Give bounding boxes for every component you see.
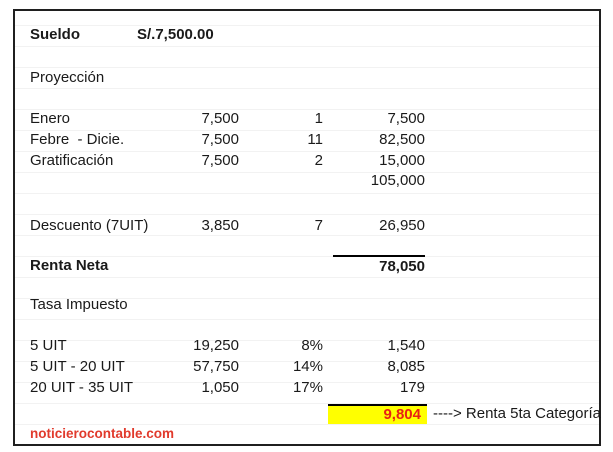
enero-base: 7,500 (201, 110, 239, 127)
tasa-title: Tasa Impuesto (30, 296, 128, 313)
tramo-2-rate: 14% (292, 358, 323, 375)
tramo-2-base: 57,750 (193, 358, 239, 375)
row-tramo-1: 5 UIT 19,250 8% 1,540 (15, 335, 599, 356)
row-resultado: 9,804 ----> Renta 5ta Categoría (15, 404, 601, 424)
watermark-site-name: noticierocontable.com (30, 426, 175, 441)
tramo-3-rate: 17% (292, 379, 323, 396)
proyeccion-total-amount: 105,000 (370, 172, 425, 189)
sueldo-label: Sueldo (30, 26, 81, 43)
tramo-1-base: 19,250 (193, 337, 239, 354)
row-proyeccion-title: Proyección (15, 67, 599, 88)
enero-qty: 1 (314, 110, 323, 127)
resultado-highlight-cell: 9,804 (328, 404, 427, 424)
tramo-1-rate: 8% (301, 337, 323, 354)
enero-label: Enero (30, 110, 71, 127)
tramo-3-base: 1,050 (201, 379, 239, 396)
tramo-3-label: 20 UIT - 35 UIT (30, 379, 134, 396)
row-tramo-2: 5 UIT - 20 UIT 57,750 14% 8,085 (15, 356, 599, 377)
row-watermark: noticierocontable.com (15, 423, 599, 444)
row-enero: Enero 7,500 1 7,500 (15, 108, 599, 129)
renta-neta-amount: 78,050 (333, 255, 425, 276)
proyeccion-title: Proyección (30, 69, 105, 86)
descuento-label: Descuento (7UIT) (30, 217, 149, 234)
descuento-base: 3,850 (201, 217, 239, 234)
febre-amount: 82,500 (379, 131, 425, 148)
febre-qty: 11 (307, 131, 323, 148)
row-sueldo: Sueldo S/.7,500.00 (15, 24, 599, 45)
tramo-3-amount: 179 (399, 379, 425, 396)
gratificacion-qty: 2 (314, 152, 323, 169)
gratificacion-label: Gratificación (30, 152, 114, 169)
febre-base: 7,500 (201, 131, 239, 148)
tramo-2-label: 5 UIT - 20 UIT (30, 358, 125, 375)
febre-label: Febre - Dicie. (30, 131, 125, 148)
tax-worksheet: Sueldo S/.7,500.00 Proyección Enero 7,50… (13, 9, 601, 446)
row-descuento: Descuento (7UIT) 3,850 7 26,950 (15, 215, 599, 236)
row-tasa-title: Tasa Impuesto (15, 294, 599, 315)
renta-neta-label: Renta Neta (30, 257, 109, 274)
gratificacion-amount: 15,000 (379, 152, 425, 169)
row-tramo-3: 20 UIT - 35 UIT 1,050 17% 179 (15, 377, 599, 398)
sueldo-value: S/.7,500.00 (137, 26, 214, 43)
tramo-1-label: 5 UIT (30, 337, 67, 354)
tramo-2-amount: 8,085 (387, 358, 425, 375)
descuento-qty: 7 (314, 217, 323, 234)
descuento-amount: 26,950 (379, 217, 425, 234)
gratificacion-base: 7,500 (201, 152, 239, 169)
tramo-1-amount: 1,540 (387, 337, 425, 354)
row-renta-neta: Renta Neta 78,050 (15, 255, 599, 276)
enero-amount: 7,500 (387, 110, 425, 127)
row-proyeccion-total: 105,000 (15, 170, 599, 191)
resultado-arrow-note: ----> Renta 5ta Categoría (433, 405, 601, 422)
row-febre-dicie: Febre - Dicie. 7,500 11 82,500 (15, 129, 599, 150)
row-gratificacion: Gratificación 7,500 2 15,000 (15, 150, 599, 171)
